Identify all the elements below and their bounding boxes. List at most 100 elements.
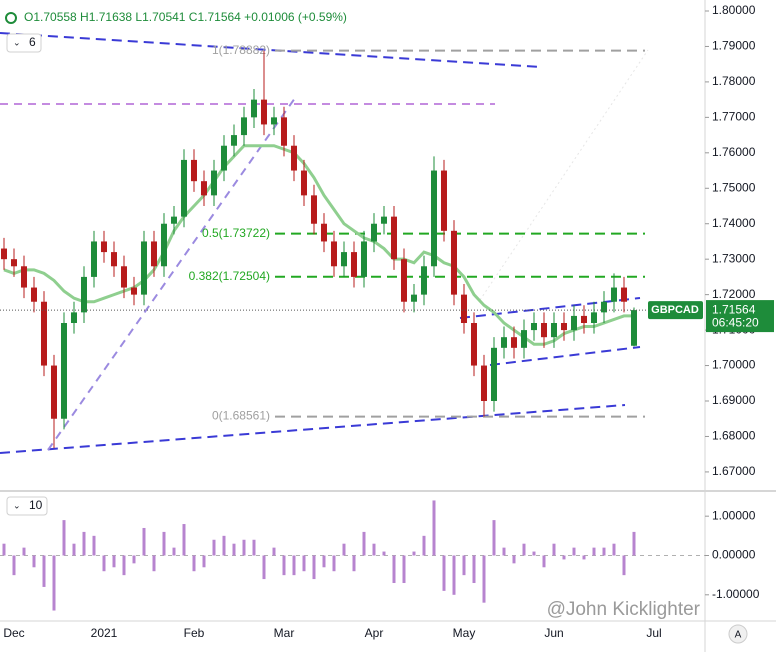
symbol-label: GBPCAD <box>651 304 699 316</box>
oscillator-bar <box>582 555 586 560</box>
x-tick-label: Feb <box>184 626 205 640</box>
oscillator-bar <box>602 547 606 556</box>
oscillator-bar <box>422 535 426 556</box>
oscillator-bar <box>332 555 336 572</box>
y-tick-label: 1.69000 <box>712 393 756 407</box>
fib-trend <box>479 49 649 301</box>
chevron: ⌄ <box>13 37 21 47</box>
oscillator-bar <box>292 555 296 576</box>
oscillator-bar <box>442 555 446 591</box>
oscillator-bar <box>192 555 196 572</box>
oscillator-bar <box>452 555 456 595</box>
plot: 1.80000 1.79000 1.78000 1.77000 1.76000 1.750… <box>0 3 774 640</box>
fib-label: 1(1.78882) <box>212 43 270 57</box>
pane-toggle[interactable] <box>6 33 42 53</box>
y-tick-label: 1.75000 <box>712 180 756 194</box>
oscillator-bar <box>212 539 216 556</box>
candle-body <box>61 323 67 419</box>
candle-body <box>141 241 147 295</box>
candle-body <box>531 323 537 331</box>
auto-scale-label: A <box>735 630 742 641</box>
oscillator-bar <box>462 555 466 576</box>
oscillator-bar <box>52 555 56 611</box>
candle-body <box>521 330 527 348</box>
y-tick-label: 1.68000 <box>712 429 756 443</box>
oscillator-bar <box>122 555 126 576</box>
oscillator-bar <box>262 555 266 580</box>
oscillator-bar <box>282 555 286 576</box>
oscillator-bar <box>62 520 66 556</box>
y-tick-label: 1.70000 <box>712 358 756 372</box>
candle-body <box>291 145 297 171</box>
oscillator-bar <box>352 555 356 572</box>
oscillator-bar <box>372 543 376 556</box>
oscillator-bar <box>142 527 146 556</box>
y-tick-label: 1.72000 <box>712 287 756 301</box>
pane-label: 10 <box>29 498 43 512</box>
candle-body <box>231 135 237 146</box>
oscillator-bar <box>42 555 46 587</box>
candle-body <box>241 117 247 136</box>
oscillator-bar <box>472 555 476 584</box>
fib-label: 0.5(1.73722) <box>202 226 270 240</box>
candle-body <box>121 266 127 288</box>
candle-body <box>11 259 17 267</box>
candle-body <box>581 315 587 324</box>
oscillator-bar <box>522 543 526 556</box>
candle-body <box>461 294 467 324</box>
channel-line <box>489 346 641 366</box>
oscillator-bar <box>242 539 246 556</box>
candle-body <box>41 301 47 366</box>
oscillator-bar <box>592 547 596 556</box>
candle-body <box>501 337 507 348</box>
fib-label: 0(1.68561) <box>212 409 270 423</box>
candle-body <box>511 337 517 348</box>
oscillator-bar <box>482 555 486 603</box>
y-tick-label: 1.73000 <box>712 251 756 265</box>
oscillator-bar <box>162 531 166 556</box>
oscillator-bar <box>492 520 496 556</box>
candle-body <box>611 287 617 302</box>
candle-body <box>341 252 347 267</box>
candle-body <box>31 287 37 302</box>
oscillator-bar <box>132 555 136 564</box>
x-tick-label: 2021 <box>91 626 118 640</box>
pane-toggle[interactable] <box>6 496 48 516</box>
candle-body <box>51 365 57 419</box>
oscillator-bar <box>182 524 186 556</box>
oscillator-bar <box>232 543 236 556</box>
candle-body <box>161 223 167 267</box>
candle-body <box>541 323 547 338</box>
oscillator-bar <box>342 543 346 556</box>
oscillator-bar <box>112 555 116 568</box>
oscillator-bar <box>12 555 16 576</box>
candle-body <box>411 294 417 302</box>
y-tick-label: 1.79000 <box>712 39 756 53</box>
symbol-tag <box>648 301 703 320</box>
candle-body <box>221 145 227 171</box>
candle-body <box>591 312 597 324</box>
candle-body <box>151 241 157 267</box>
x-tick-label: Mar <box>274 626 295 640</box>
candle-body <box>301 170 307 196</box>
candle-body <box>631 310 637 346</box>
oscillator-bar <box>72 543 76 556</box>
oscillator-bar <box>542 555 546 568</box>
candle-body <box>471 323 477 366</box>
countdown-label: 06:45:20 <box>712 315 759 329</box>
candle-body <box>1 248 7 260</box>
y-tick-label: 1.80000 <box>712 3 756 17</box>
oscillator-bar <box>432 500 436 556</box>
oscillator-bar <box>502 547 506 556</box>
oscillator-bar <box>312 555 316 580</box>
auto-scale-button[interactable] <box>728 624 748 644</box>
x-tick-label: Jun <box>544 626 563 640</box>
oscillator-bar <box>532 551 536 556</box>
oscillator-bar <box>392 555 396 584</box>
y-tick-label: 1.67000 <box>712 464 756 478</box>
candle-body <box>391 216 397 260</box>
oscillator-bar <box>2 543 6 556</box>
candle-body <box>431 170 437 267</box>
candle-body <box>311 195 317 224</box>
